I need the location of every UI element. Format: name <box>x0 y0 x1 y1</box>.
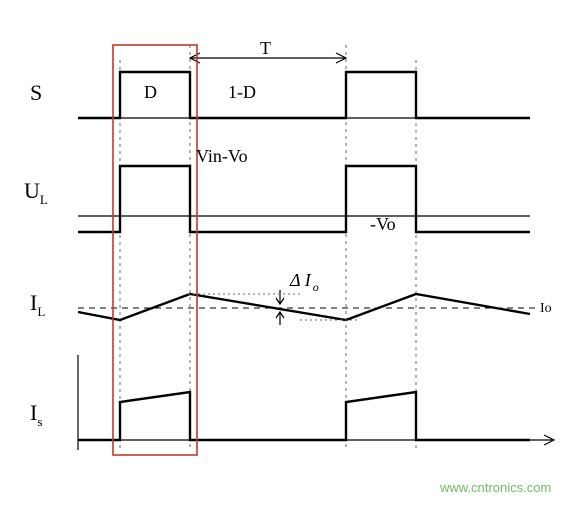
ul-wave <box>78 166 530 232</box>
label-ul: UL <box>24 178 48 207</box>
label-1minusD: 1-D <box>228 82 256 102</box>
label-neg-vo: -Vo <box>370 214 396 234</box>
label-D: D <box>144 82 157 102</box>
time-guides <box>120 45 416 450</box>
label-il: IL <box>30 290 45 319</box>
watermark: www.cntronics.com <box>439 480 551 495</box>
label-is: Is <box>30 400 42 429</box>
label-io: Io <box>540 301 552 316</box>
row-il <box>78 290 538 325</box>
row-is <box>78 355 554 450</box>
label-vin-vo: Vin-Vo <box>196 146 248 166</box>
label-s: S <box>30 80 42 105</box>
label-T: T <box>260 38 271 58</box>
labels: S UL IL Is T D 1-D Vin-Vo -Vo Δ Io Io <box>24 38 552 429</box>
label-delta-i: Δ Io <box>289 270 319 294</box>
is-wave <box>78 392 530 440</box>
il-wave <box>78 294 530 320</box>
row-ul <box>78 166 530 232</box>
